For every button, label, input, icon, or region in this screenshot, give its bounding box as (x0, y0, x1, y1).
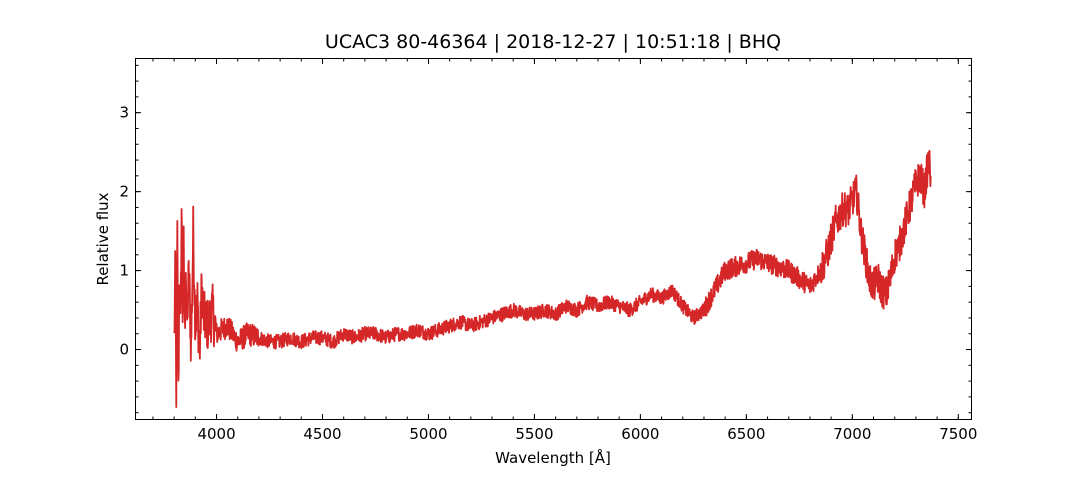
x-tick-label: 6500 (727, 425, 765, 443)
x-axis: 4000 4500 5000 5500 6000 6500 7000 7500 (152, 59, 977, 443)
chart-title: UCAC3 80-46364 | 2018-12-27 | 10:51:18 |… (325, 31, 781, 53)
spectrum-line (173, 149, 932, 408)
x-tick-label: 4500 (303, 425, 341, 443)
x-tick-label: 7000 (833, 425, 871, 443)
y-axis: 0 1 2 3 (119, 64, 971, 414)
x-tick-label: 4000 (197, 425, 235, 443)
series-layer (173, 149, 932, 408)
y-tick-label: 2 (119, 183, 129, 201)
x-tick-label: 5500 (515, 425, 553, 443)
y-tick-label: 1 (119, 262, 129, 280)
x-tick-label: 5000 (409, 425, 447, 443)
x-tick-label: 6000 (621, 425, 659, 443)
x-tick-label: 7500 (939, 425, 977, 443)
y-axis-label: Relative flux (94, 192, 112, 285)
plot-frame (135, 58, 972, 420)
y-tick-label: 3 (119, 104, 129, 122)
y-tick-label: 0 (119, 341, 129, 359)
x-axis-label: Wavelength [Å] (495, 448, 611, 467)
